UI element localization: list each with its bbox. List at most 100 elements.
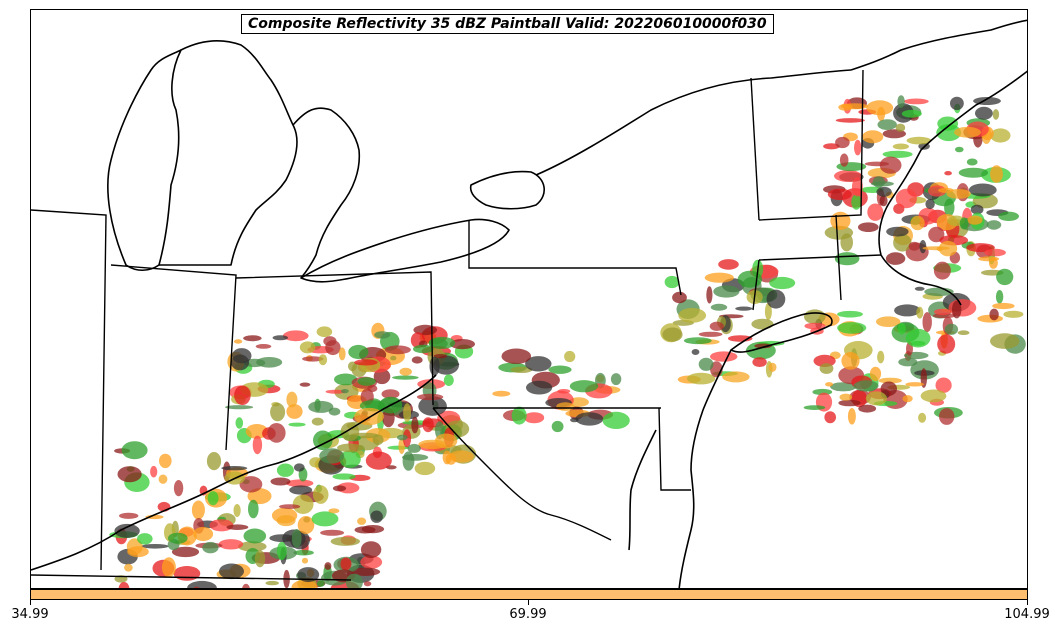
new-england-internal-borders — [752, 69, 882, 311]
reflectivity-blob — [944, 323, 959, 335]
reflectivity-blob — [370, 510, 383, 523]
reflectivity-blob — [877, 350, 885, 364]
reflectivity-blob — [202, 541, 219, 554]
reflectivity-blob — [396, 434, 408, 441]
reflectivity-blob — [221, 466, 248, 471]
paintball-echoes — [109, 95, 1026, 588]
reflectivity-blob — [413, 344, 434, 354]
reflectivity-blob — [411, 356, 423, 364]
reflectivity-blob — [137, 533, 153, 545]
reflectivity-blob — [316, 326, 333, 338]
reflectivity-blob — [885, 252, 906, 265]
reflectivity-blob — [970, 204, 984, 215]
reflectivity-blob — [276, 463, 294, 477]
chesapeake-bay — [628, 429, 657, 551]
reflectivity-blob — [381, 389, 400, 399]
reflectivity-blob — [996, 268, 1014, 286]
reflectivity-blob — [367, 384, 378, 393]
reflectivity-blob — [158, 474, 168, 484]
reflectivity-blob — [265, 580, 279, 586]
reflectivity-blob — [288, 422, 306, 427]
reflectivity-blob — [935, 377, 952, 393]
reflectivity-blob — [877, 119, 897, 130]
canada-us-border — [535, 69, 852, 176]
reflectivity-blob — [374, 331, 391, 339]
reflectivity-blob — [840, 103, 869, 110]
kentucky-tennessee-border — [31, 574, 352, 581]
reflectivity-blob — [316, 580, 325, 587]
reflectivity-blob — [922, 312, 932, 333]
reflectivity-blob — [234, 385, 251, 406]
reflectivity-blob — [852, 177, 863, 197]
reflectivity-blob — [501, 348, 532, 364]
reflectivity-blob — [916, 306, 924, 319]
new-york-vermont-border — [750, 77, 760, 221]
reflectivity-blob — [429, 356, 440, 376]
reflectivity-blob — [299, 341, 316, 354]
pennsylvania-north-border — [468, 220, 682, 296]
reflectivity-blob — [312, 485, 329, 504]
reflectivity-blob — [279, 504, 301, 509]
reflectivity-blob — [967, 215, 983, 225]
reflectivity-blob — [952, 300, 962, 319]
reflectivity-blob — [710, 351, 738, 362]
reflectivity-blob — [944, 171, 952, 176]
reflectivity-blob — [360, 555, 383, 569]
reflectivity-blob — [548, 365, 572, 374]
reflectivity-blob — [141, 544, 169, 549]
reflectivity-blob — [235, 417, 244, 429]
reflectivity-blob — [867, 203, 884, 221]
reflectivity-blob — [835, 118, 865, 123]
mid-atlantic-coast — [678, 349, 732, 588]
reflectivity-blob — [838, 399, 861, 407]
reflectivity-blob — [989, 308, 999, 321]
reflectivity-blob — [173, 566, 201, 581]
reflectivity-blob — [325, 340, 341, 356]
reflectivity-blob — [709, 321, 724, 331]
reflectivity-blob — [854, 139, 862, 156]
reflectivity-blob — [269, 534, 295, 542]
reflectivity-blob — [328, 407, 341, 416]
reflectivity-blob — [602, 411, 630, 429]
reflectivity-blob — [803, 405, 826, 410]
reflectivity-blob — [150, 465, 158, 478]
reflectivity-blob — [934, 308, 952, 316]
reflectivity-blob — [187, 580, 217, 588]
reflectivity-blob — [399, 367, 412, 376]
reflectivity-blob — [901, 109, 922, 118]
reflectivity-blob — [325, 389, 346, 394]
reflectivity-blob — [272, 335, 288, 341]
reflectivity-blob — [226, 524, 249, 530]
reflectivity-blob — [345, 573, 363, 588]
reflectivity-blob — [986, 220, 1002, 230]
reflectivity-blob — [238, 541, 267, 552]
reflectivity-blob — [256, 357, 283, 368]
reflectivity-blob — [906, 136, 932, 145]
reflectivity-blob — [905, 328, 931, 348]
reflectivity-blob — [683, 337, 712, 345]
michigan-lower-peninsula — [159, 40, 298, 266]
reflectivity-blob — [837, 322, 867, 334]
colorbar-tick-mark-right — [1027, 600, 1028, 605]
reflectivity-blob — [954, 126, 981, 138]
reflectivity-blob — [752, 357, 767, 367]
lake-huron-outline — [292, 107, 361, 279]
reflectivity-blob — [124, 563, 133, 572]
reflectivity-blob — [895, 123, 906, 132]
reflectivity-blob — [209, 519, 234, 532]
reflectivity-blob — [334, 373, 358, 386]
reflectivity-blob — [255, 344, 272, 349]
reflectivity-blob — [311, 417, 324, 426]
reflectivity-blob — [898, 357, 918, 367]
reflectivity-blob — [118, 582, 130, 588]
long-island-coast — [730, 312, 833, 353]
reflectivity-blob — [672, 291, 687, 304]
reflectivity-blob — [283, 330, 309, 342]
reflectivity-blob — [713, 285, 740, 298]
reflectivity-blob — [242, 583, 250, 588]
reflectivity-blob — [737, 270, 763, 288]
reflectivity-blob — [270, 402, 286, 422]
reflectivity-blob — [291, 529, 302, 548]
reflectivity-blob — [819, 363, 834, 374]
reflectivity-blob — [330, 536, 360, 546]
